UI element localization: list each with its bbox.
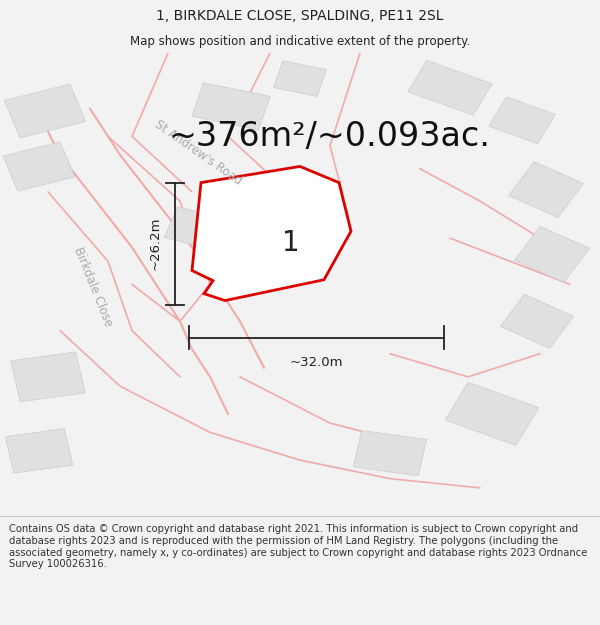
Polygon shape <box>408 61 492 115</box>
Polygon shape <box>192 82 270 130</box>
Polygon shape <box>11 352 85 402</box>
Polygon shape <box>5 429 73 473</box>
Polygon shape <box>274 61 326 96</box>
Text: Birkdale Close: Birkdale Close <box>71 245 115 328</box>
Polygon shape <box>353 431 427 476</box>
Polygon shape <box>515 226 589 282</box>
Polygon shape <box>509 161 583 217</box>
Text: ~26.2m: ~26.2m <box>149 217 162 271</box>
Text: Contains OS data © Crown copyright and database right 2021. This information is : Contains OS data © Crown copyright and d… <box>9 524 587 569</box>
Polygon shape <box>500 294 574 348</box>
Polygon shape <box>488 97 556 144</box>
Polygon shape <box>255 231 333 282</box>
Polygon shape <box>4 84 86 138</box>
Text: 1, BIRKDALE CLOSE, SPALDING, PE11 2SL: 1, BIRKDALE CLOSE, SPALDING, PE11 2SL <box>156 9 444 23</box>
Polygon shape <box>164 207 232 251</box>
Text: Map shows position and indicative extent of the property.: Map shows position and indicative extent… <box>130 35 470 48</box>
Text: ~376m²/~0.093ac.: ~376m²/~0.093ac. <box>169 120 491 153</box>
Text: 1: 1 <box>282 229 300 257</box>
Text: ~32.0m: ~32.0m <box>289 356 343 369</box>
Polygon shape <box>192 166 351 301</box>
Polygon shape <box>445 382 539 446</box>
Polygon shape <box>3 142 75 191</box>
Text: St Andrew's Road: St Andrew's Road <box>152 118 244 188</box>
